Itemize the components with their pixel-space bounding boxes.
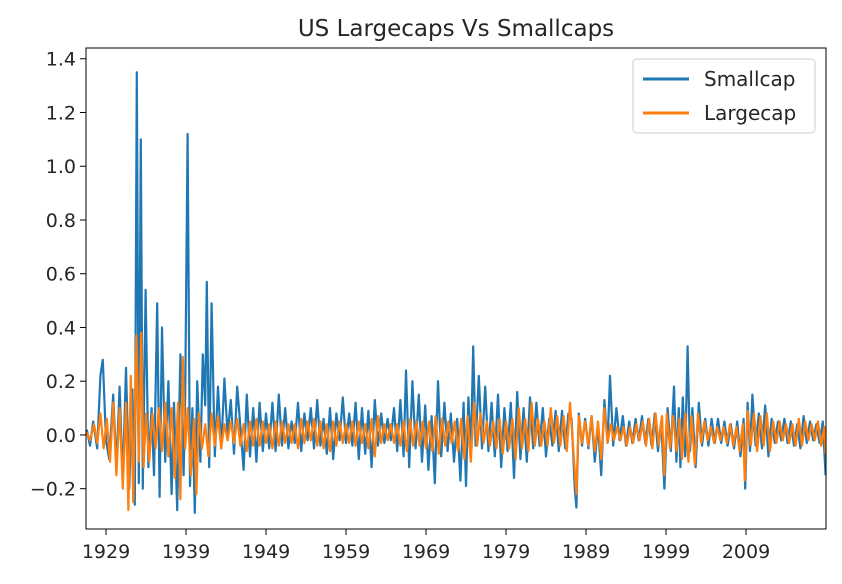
series-layer	[86, 71, 826, 515]
y-tick-label: 0.4	[46, 317, 76, 339]
y-tick-label: 0.0	[46, 425, 76, 447]
plot-area	[86, 71, 826, 515]
y-tick-label: 0.8	[46, 210, 76, 232]
x-tick-label: 1999	[642, 541, 690, 563]
y-tick-label: 1.4	[46, 49, 76, 71]
y-tick-label: −0.2	[30, 479, 76, 501]
legend-label-largecap: Largecap	[704, 101, 796, 125]
x-tick-label: 1959	[322, 541, 370, 563]
x-tick-label: 1989	[562, 541, 610, 563]
y-tick-label: 1.2	[46, 102, 76, 124]
chart-title: US Largecaps Vs Smallcaps	[298, 16, 614, 42]
y-tick-label: 0.6	[46, 264, 76, 286]
x-tick-label: 1969	[402, 541, 450, 563]
x-tick-label: 2009	[722, 541, 770, 563]
x-axis: 1929 1939 1949 1959 1969 1979 1989 1999 2009	[82, 529, 770, 563]
x-tick-label: 1979	[482, 541, 530, 563]
y-tick-label: 1.0	[46, 156, 76, 178]
x-tick-label: 1929	[82, 541, 130, 563]
x-tick-label: 1949	[242, 541, 290, 563]
axes-frame	[85, 47, 827, 530]
series-line-smallcap	[86, 71, 826, 515]
x-tick-label: 1939	[162, 541, 210, 563]
series-line-largecap	[86, 331, 826, 512]
legend-label-smallcap: Smallcap	[704, 67, 796, 91]
y-axis: −0.2 0.0 0.2 0.4 0.6 0.8 1.0 1.2 1.4	[30, 49, 86, 501]
legend: Smallcap Largecap	[632, 58, 816, 134]
y-tick-label: 0.2	[46, 371, 76, 393]
